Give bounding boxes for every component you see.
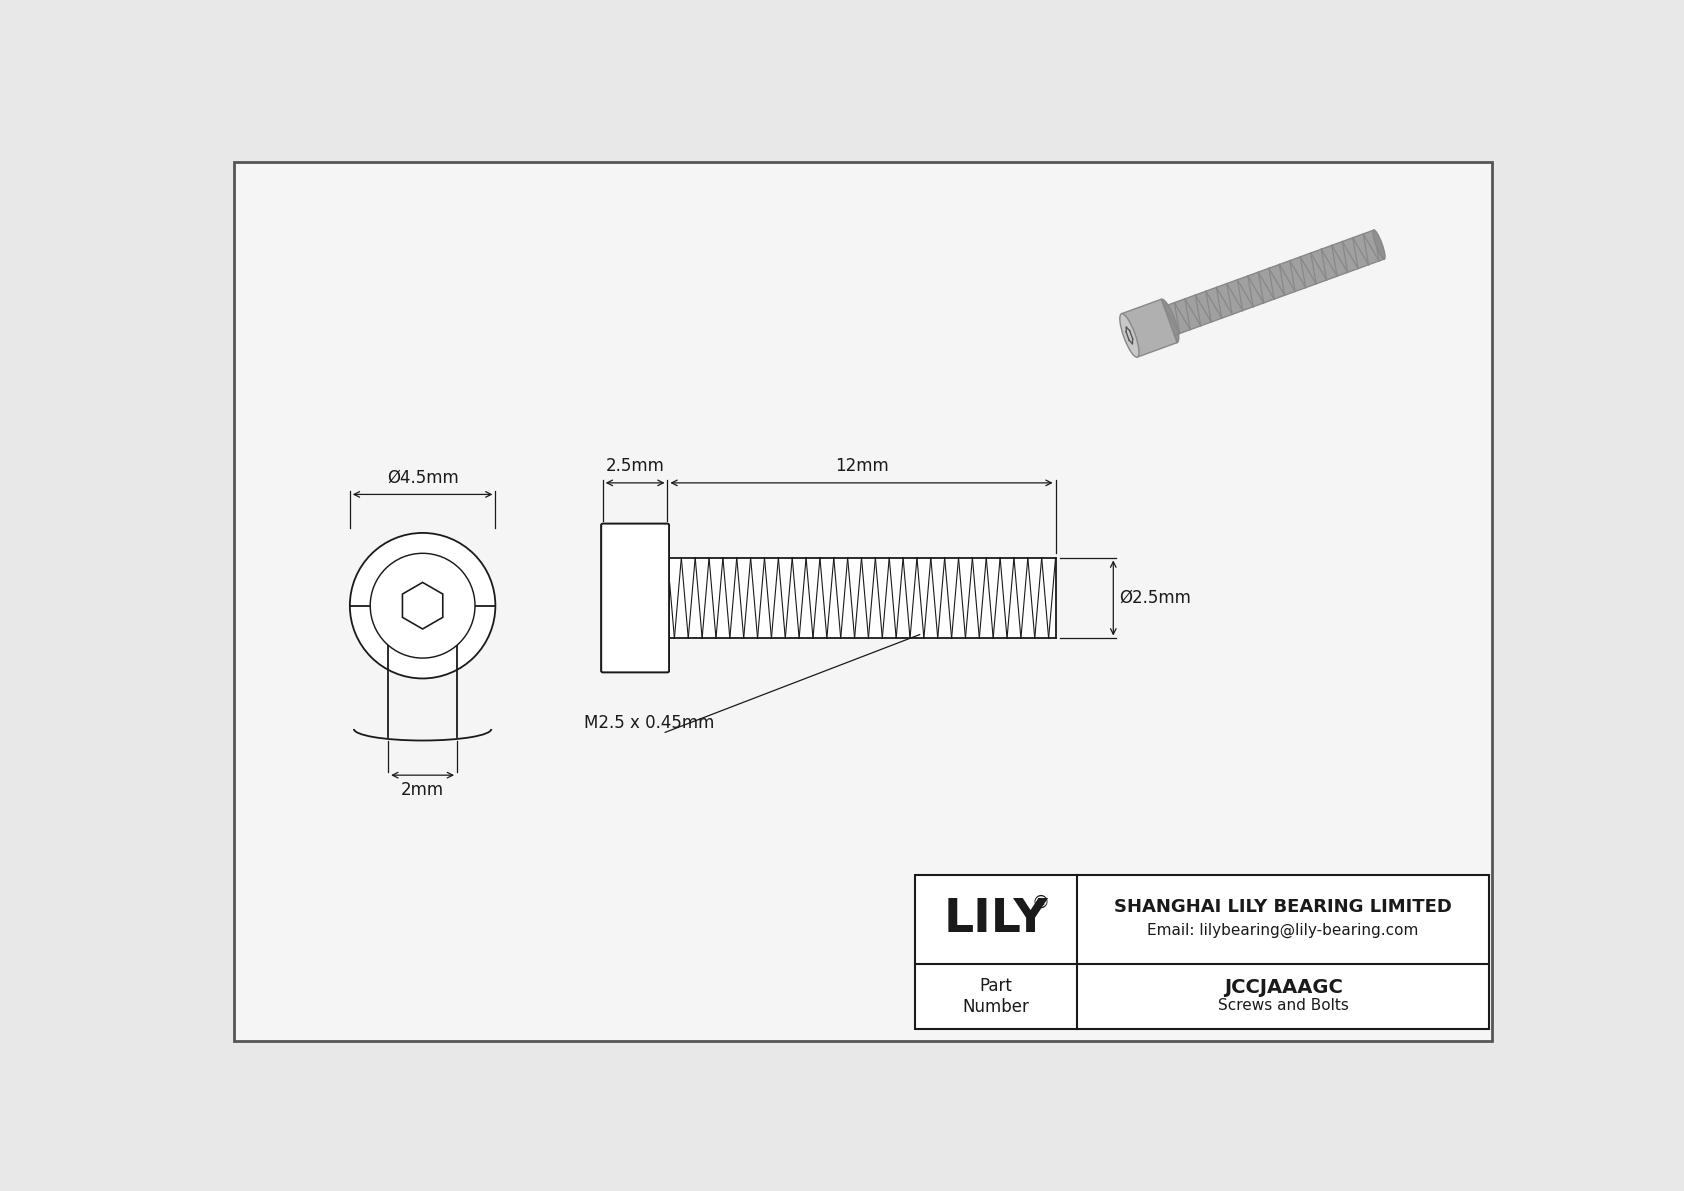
Ellipse shape [1372, 230, 1384, 260]
Text: M2.5 x 0.45mm: M2.5 x 0.45mm [584, 715, 714, 732]
FancyBboxPatch shape [601, 524, 669, 672]
Text: Screws and Bolts: Screws and Bolts [1218, 998, 1349, 1014]
Text: ®: ® [1032, 893, 1049, 911]
Text: Ø4.5mm: Ø4.5mm [387, 469, 458, 487]
Text: 2mm: 2mm [401, 781, 445, 799]
Polygon shape [402, 582, 443, 629]
Text: LILY: LILY [945, 897, 1049, 942]
Circle shape [350, 532, 495, 679]
Bar [667, 557, 1056, 638]
Text: Email: lilybearing@lily-bearing.com: Email: lilybearing@lily-bearing.com [1147, 923, 1420, 937]
Bar [916, 875, 1489, 1029]
Circle shape [370, 554, 475, 659]
FancyBboxPatch shape [601, 524, 669, 672]
Text: Part
Number: Part Number [963, 977, 1029, 1016]
Text: JCCJAAAGC: JCCJAAAGC [1224, 978, 1342, 997]
Text: 12mm: 12mm [835, 457, 889, 475]
Text: SHANGHAI LILY BEARING LIMITED: SHANGHAI LILY BEARING LIMITED [1115, 898, 1452, 916]
FancyBboxPatch shape [1122, 299, 1177, 357]
Text: 2.5mm: 2.5mm [606, 457, 665, 475]
Text: Ø2.5mm: Ø2.5mm [1120, 590, 1191, 607]
Ellipse shape [1120, 313, 1138, 357]
Ellipse shape [1160, 299, 1179, 343]
Bar [1164, 230, 1384, 336]
